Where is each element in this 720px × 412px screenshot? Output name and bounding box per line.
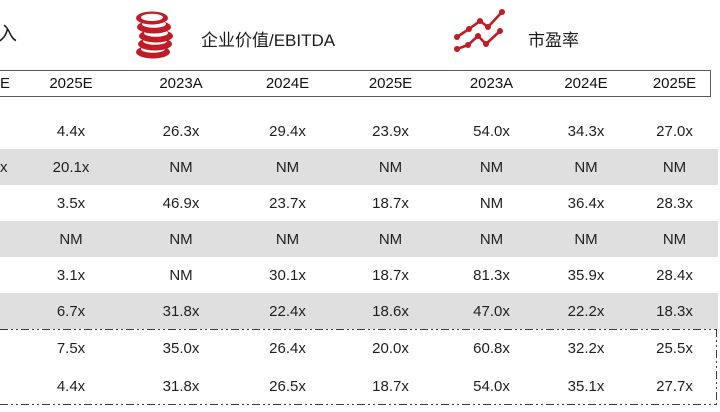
table-cell: NM xyxy=(479,194,504,212)
table-cell: 31.8x xyxy=(162,377,200,395)
table-cell: 18.6x xyxy=(372,302,409,320)
table-cell: 31.8x xyxy=(162,302,200,320)
table-cell: NM xyxy=(574,158,598,176)
table-cell: 28.3x xyxy=(656,194,693,212)
table-cell: NM xyxy=(59,230,83,248)
table-row: 4.4x 26.3x 29.4x 23.9x 54.0x 34.3x 27.0x xyxy=(0,113,718,149)
table-cell: 35.1x xyxy=(567,377,605,395)
table-cell: NM xyxy=(479,230,504,248)
table-body: 4.4x 26.3x 29.4x 23.9x 54.0x 34.3x 27.0x x 20.1x… xyxy=(0,113,718,405)
table-row: 3.5x 46.9x 23.7x 18.7x NM 36.4x 28.3x xyxy=(0,185,718,221)
table-cell: 3.1x xyxy=(56,266,86,284)
table-cell: 6.7x xyxy=(56,302,86,320)
table-cell: 30.1x xyxy=(269,266,306,284)
table-header-row: E 2025E 2023A 2024E 2025E 2023A 2024E 20… xyxy=(0,70,718,97)
table-cell: 20.0x xyxy=(372,339,409,357)
table-cell: 81.3x xyxy=(473,266,510,284)
table-row: 3.1x NM 30.1x 18.7x 81.3x 35.9x 28.4x xyxy=(0,257,718,293)
table-row: 7.5x 35.0x 26.4x 20.0x 60.8x 32.2x 25.5x xyxy=(0,329,718,367)
table-cell: NM xyxy=(169,230,193,248)
table-cell: NM xyxy=(169,266,193,284)
table-row: NM NM NM NM NM NM NM xyxy=(0,221,718,257)
table-cell: 35.9x xyxy=(567,266,605,284)
column-header: 2023A xyxy=(159,75,203,92)
table-cell: 23.9x xyxy=(372,122,409,140)
column-header: 2023A xyxy=(469,75,514,92)
table-cell: 36.4x xyxy=(567,194,605,212)
table-cell: NM xyxy=(662,230,687,248)
table-cell: 18.7x xyxy=(372,194,409,212)
table-cell: NM xyxy=(169,158,193,176)
summary-box-right-border xyxy=(716,329,717,405)
table-cell: 28.4x xyxy=(656,266,693,284)
column-header: E xyxy=(0,75,11,92)
table-cell: 25.5x xyxy=(656,339,693,357)
table-cell: NM xyxy=(479,158,504,176)
table-cell: 18.7x xyxy=(372,377,409,395)
column-header: 2025E xyxy=(652,75,697,92)
table-cell: NM xyxy=(662,158,687,176)
table-cell: 32.2x xyxy=(567,339,605,357)
table-cell: 35.0x xyxy=(162,339,200,357)
table-cell: 18.7x xyxy=(372,266,409,284)
table-cell: 3.5x xyxy=(56,194,86,212)
table-cell: 22.4x xyxy=(269,302,306,320)
table-cell: 20.1x xyxy=(52,158,90,176)
summary-box-top-border xyxy=(0,329,717,330)
table-cell: 4.4x xyxy=(56,122,86,140)
table-cell: x xyxy=(0,158,8,176)
line-chart-icon xyxy=(454,9,505,52)
table-cell: 54.0x xyxy=(473,122,510,140)
table-row: x 20.1x NM NM NM NM NM NM xyxy=(0,149,718,185)
legend-label-revenue-partial: 入 xyxy=(0,24,18,45)
legend-label-pe: 市盈率 xyxy=(528,31,579,50)
table-cell: 29.4x xyxy=(269,122,306,140)
table-row: 4.4x 31.8x 26.5x 18.7x 54.0x 35.1x 27.7x xyxy=(0,367,718,405)
table-cell: 26.5x xyxy=(269,377,306,395)
table-cell: 46.9x xyxy=(162,194,200,212)
table-cell: NM xyxy=(275,230,300,248)
table-cell: 54.0x xyxy=(473,377,510,395)
table-cell: NM xyxy=(378,158,403,176)
table-cell: 27.0x xyxy=(656,122,693,140)
table-row: 6.7x 31.8x 22.4x 18.6x 47.0x 22.2x 18.3x xyxy=(0,293,718,329)
legend-label-ev-ebitda: 企业价值/EBITDA xyxy=(201,31,336,50)
table-cell: 4.4x xyxy=(56,377,86,395)
table-cell: 22.2x xyxy=(567,302,605,320)
table-cell: NM xyxy=(378,230,403,248)
coins-icon xyxy=(136,11,173,59)
table-cell: 47.0x xyxy=(473,302,510,320)
table-header-border xyxy=(0,70,711,97)
column-header: 2024E xyxy=(564,75,608,92)
table-cell: 26.3x xyxy=(162,122,200,140)
table-cell: 7.5x xyxy=(56,339,86,357)
table-cell: 26.4x xyxy=(269,339,306,357)
column-header: 2024E xyxy=(265,75,310,92)
column-header: 2025E xyxy=(368,75,413,92)
table-cell: 27.7x xyxy=(656,377,693,395)
column-header: 2025E xyxy=(49,75,93,92)
table-cell: 60.8x xyxy=(473,339,510,357)
table-cell: NM xyxy=(574,230,598,248)
summary-box-bottom-border xyxy=(0,404,717,405)
table-cell: NM xyxy=(275,158,300,176)
table-cell: 23.7x xyxy=(269,194,306,212)
table-cell: 34.3x xyxy=(567,122,605,140)
table-cell: 18.3x xyxy=(656,302,693,320)
